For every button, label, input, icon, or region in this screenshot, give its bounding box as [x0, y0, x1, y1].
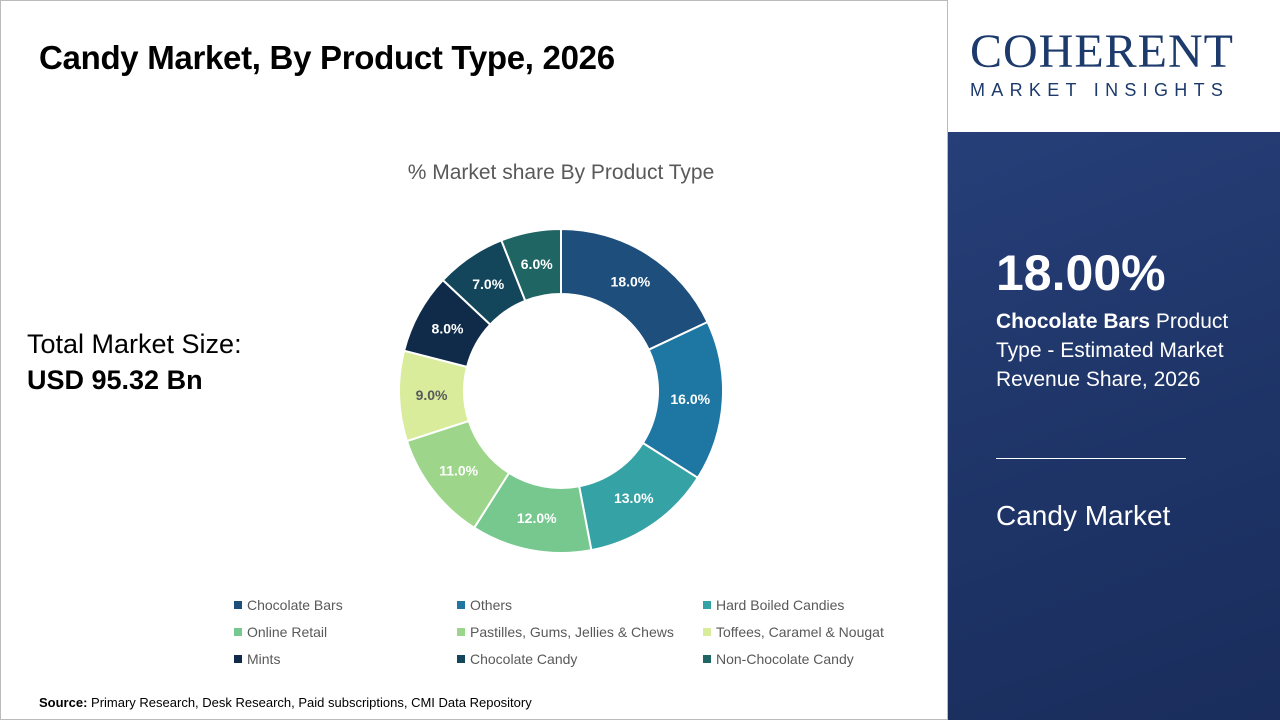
data-label: 6.0%: [521, 256, 553, 272]
chart-title: % Market share By Product Type: [407, 161, 715, 184]
data-label: 18.0%: [611, 274, 651, 290]
legend-label: Toffees, Caramel & Nougat: [716, 623, 884, 640]
logo-line1: COHERENT: [970, 25, 1234, 78]
legend-swatch: [234, 654, 242, 663]
highlight-segment: Chocolate Bars: [996, 310, 1151, 333]
data-label: 7.0%: [472, 276, 504, 292]
legend-item: Hard Boiled Candies: [703, 596, 933, 613]
legend-label: Others: [470, 596, 513, 613]
chart-area: Candy Market, By Product Type, 2026 % Ma…: [0, 0, 948, 720]
legend-item: Online Retail: [234, 623, 457, 640]
donut-chart: 18.0% 16.0% 13.0% 12.0% 11.0% 9.0% 8.0% 7.0% 6.0…: [398, 227, 724, 554]
legend-item: Chocolate Bars: [234, 596, 457, 613]
legend-label: Chocolate Candy: [470, 650, 578, 667]
logo-line2: MARKET INSIGHTS: [970, 80, 1230, 100]
legend-swatch: [234, 627, 242, 636]
highlight-text: Product Type - Estimated Market Revenue …: [996, 310, 1229, 391]
total-market-size: Total Market Size: USD 95.32 Bn: [27, 326, 242, 398]
data-label: 9.0%: [416, 387, 448, 403]
data-label: 13.0%: [614, 490, 654, 506]
legend-item: Pastilles, Gums, Jellies & Chews: [457, 623, 703, 640]
side-panel: COHERENT MARKET INSIGHTS 18.00% Chocolat…: [948, 0, 1280, 720]
legend-item: Mints: [234, 650, 457, 667]
legend-item: Non-Chocolate Candy: [703, 650, 933, 667]
divider: [996, 458, 1186, 459]
legend-swatch: [703, 600, 711, 609]
legend-label: Mints: [247, 650, 281, 667]
source-label: Source:: [39, 695, 88, 710]
legend-item: Others: [457, 596, 703, 613]
data-label: 8.0%: [432, 321, 464, 337]
legend-label: Online Retail: [247, 623, 328, 640]
data-label: 11.0%: [439, 462, 478, 478]
data-label: 12.0%: [517, 510, 557, 526]
donut-slice: [500, 227, 562, 303]
legend-label: Chocolate Bars: [247, 596, 343, 613]
legend-label: Pastilles, Gums, Jellies & Chews: [470, 623, 674, 640]
page-title: Candy Market, By Product Type, 2026: [39, 39, 615, 76]
highlight-panel: 18.00% Chocolate Bars Product Type - Est…: [948, 132, 1280, 720]
source-note: Source: Primary Research, Desk Research,…: [39, 695, 532, 710]
legend-item: Toffees, Caramel & Nougat: [703, 623, 933, 640]
highlight-value: 18.00%: [996, 245, 1166, 301]
legend-swatch: [457, 654, 465, 663]
market-name: Candy Market: [996, 500, 1171, 531]
legend-swatch: [703, 654, 711, 663]
logo: COHERENT MARKET INSIGHTS: [948, 0, 1280, 132]
legend-swatch: [457, 627, 465, 636]
legend-swatch: [457, 600, 465, 609]
total-market-label: Total Market Size:: [27, 329, 242, 359]
legend-item: Chocolate Candy: [457, 650, 703, 667]
data-label: 16.0%: [670, 391, 710, 407]
legend: Chocolate Bars Others Hard Boiled Candies O…: [234, 596, 933, 667]
source-text: Primary Research, Desk Research, Paid su…: [87, 695, 532, 710]
total-market-value: USD 95.32 Bn: [27, 365, 203, 395]
legend-label: Non-Chocolate Candy: [716, 650, 854, 667]
legend-swatch: [234, 600, 242, 609]
highlight-description: Chocolate Bars Product Type - Estimated …: [996, 307, 1256, 394]
legend-swatch: [703, 627, 711, 636]
legend-label: Hard Boiled Candies: [716, 596, 845, 613]
